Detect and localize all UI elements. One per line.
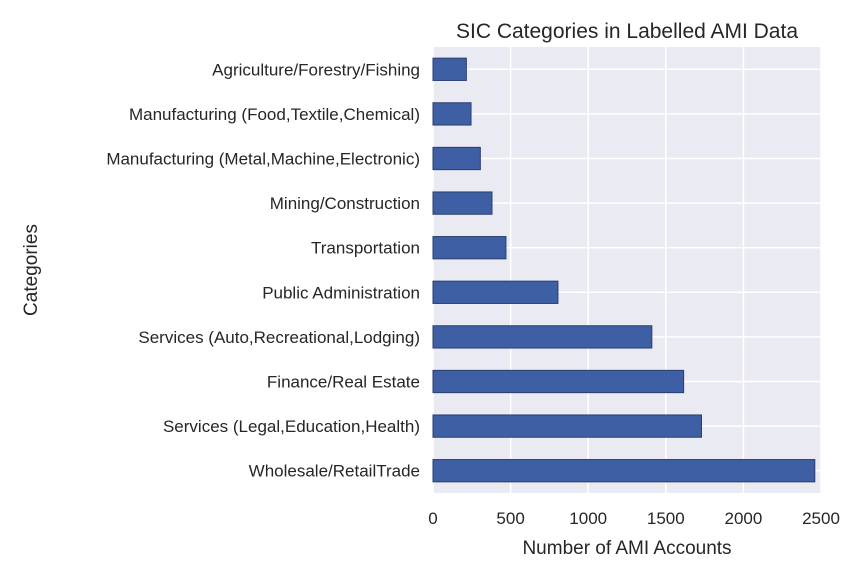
x-tick-label: 1500 — [647, 509, 685, 528]
y-tick-label: Wholesale/RetailTrade — [249, 462, 420, 481]
y-tick-label: Finance/Real Estate — [267, 373, 420, 392]
bar — [432, 369, 685, 394]
bar — [432, 191, 493, 215]
x-axis-label: Number of AMI Accounts — [522, 538, 731, 559]
chart-title: SIC Categories in Labelled AMI Data — [456, 20, 798, 43]
bar — [432, 236, 507, 260]
y-axis-label: Categories — [21, 224, 42, 316]
bar — [432, 102, 472, 126]
x-tick-label: 0 — [428, 509, 437, 528]
y-tick-label: Transportation — [311, 239, 420, 258]
y-tick-label: Agriculture/Forestry/Fishing — [212, 60, 420, 79]
x-tick-labels: 0 500 1000 1500 2000 2500 — [428, 509, 840, 528]
bar — [432, 459, 816, 483]
y-tick-label: Services (Auto,Recreational,Lodging) — [138, 328, 420, 347]
y-tick-labels: Agriculture/Forestry/Fishing Manufacturin… — [106, 60, 420, 480]
y-tick-label: Public Administration — [262, 283, 420, 302]
y-tick-label: Manufacturing (Metal,Machine,Electronic) — [106, 150, 420, 169]
x-tick-label: 2000 — [724, 509, 762, 528]
y-tick-label: Services (Legal,Education,Health) — [163, 417, 420, 436]
x-tick-label: 1000 — [569, 509, 607, 528]
bars — [432, 57, 816, 483]
bar — [432, 57, 467, 81]
x-tick-label: 500 — [496, 509, 524, 528]
bar — [432, 414, 702, 438]
bar — [432, 280, 559, 304]
y-tick-label: Mining/Construction — [270, 194, 420, 213]
bar — [432, 325, 653, 349]
y-tick-label: Manufacturing (Food,Textile,Chemical) — [129, 105, 420, 124]
x-tick-label: 2500 — [802, 509, 840, 528]
bar — [432, 146, 481, 171]
